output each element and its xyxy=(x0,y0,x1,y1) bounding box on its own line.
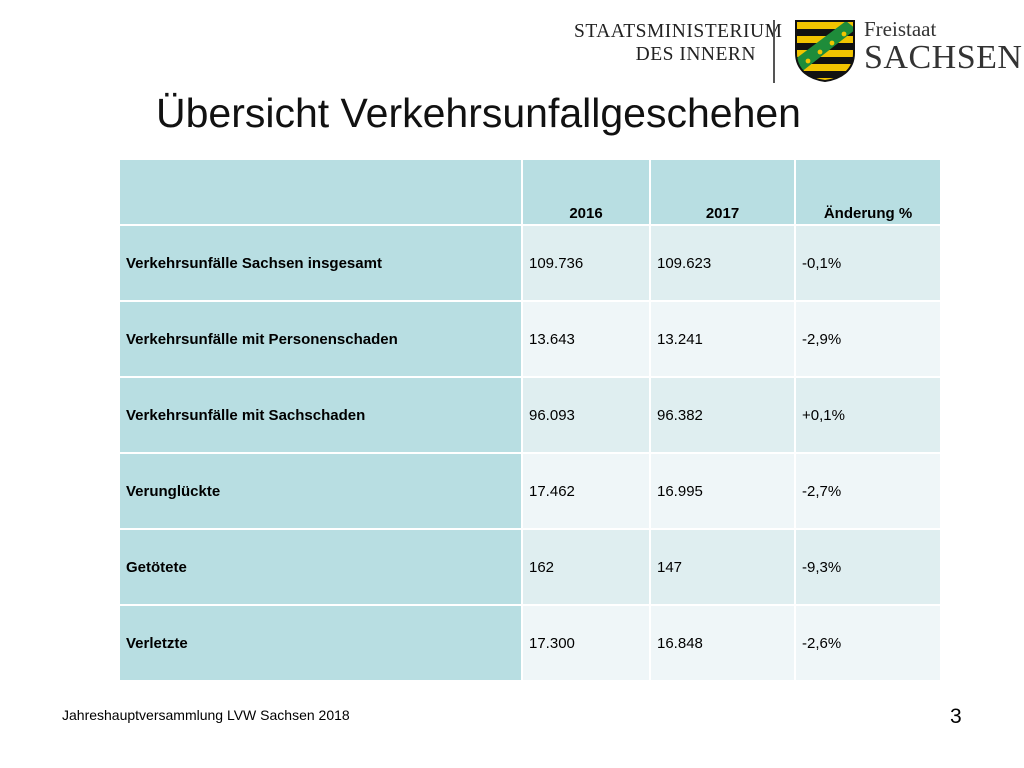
header-logo: STAATSMINISTERIUM DES INNERN Freistaat S… xyxy=(574,14,1022,88)
slide-title: Übersicht Verkehrsunfallgeschehen xyxy=(156,90,801,136)
ministry-name: STAATSMINISTERIUM DES INNERN xyxy=(574,20,783,66)
value-2016: 162 xyxy=(521,528,651,606)
value-change: -2,9% xyxy=(794,300,942,378)
value-change: +0,1% xyxy=(794,376,942,454)
value-2016: 13.643 xyxy=(521,300,651,378)
accident-table: 2016 2017 Änderung % Verkehrsunfälle Sac… xyxy=(118,158,942,682)
value-2016: 17.462 xyxy=(521,452,651,530)
saxony-crest-icon xyxy=(795,20,855,83)
row-label: Verkehrsunfälle mit Sachschaden xyxy=(118,376,523,454)
row-label: Getötete xyxy=(118,528,523,606)
value-change: -2,7% xyxy=(794,452,942,530)
table-header-row: 2016 2017 Änderung % xyxy=(118,158,942,226)
row-label: Verletzte xyxy=(118,604,523,682)
table-row: Verletzte 17.300 16.848 -2,6% xyxy=(118,604,942,682)
page-number: 3 xyxy=(950,705,962,728)
logo-divider xyxy=(773,20,775,83)
value-2016: 96.093 xyxy=(521,376,651,454)
table-row: Verkehrsunfälle mit Personenschaden 13.6… xyxy=(118,300,942,378)
value-2017: 109.623 xyxy=(649,224,796,302)
table-row: Getötete 162 147 -9,3% xyxy=(118,528,942,606)
ministry-line-1: STAATSMINISTERIUM xyxy=(574,21,783,42)
value-change: -0,1% xyxy=(794,224,942,302)
table-row: Verkehrsunfälle Sachsen insgesamt 109.73… xyxy=(118,224,942,302)
row-label: Verkehrsunfälle mit Personenschaden xyxy=(118,300,523,378)
state-line-1: Freistaat xyxy=(864,17,937,41)
table-row: Verkehrsunfälle mit Sachschaden 96.093 9… xyxy=(118,376,942,454)
table-row: Verunglückte 17.462 16.995 -2,7% xyxy=(118,452,942,530)
row-label: Verunglückte xyxy=(118,452,523,530)
state-name: Freistaat SACHSEN xyxy=(864,18,1022,76)
value-2017: 13.241 xyxy=(649,300,796,378)
column-header-label xyxy=(118,158,523,226)
column-header-2016: 2016 xyxy=(521,158,651,226)
footer-text: Jahreshauptversammlung LVW Sachsen 2018 xyxy=(62,707,350,723)
value-2017: 16.995 xyxy=(649,452,796,530)
value-2017: 147 xyxy=(649,528,796,606)
value-change: -2,6% xyxy=(794,604,942,682)
ministry-line-2: DES INNERN xyxy=(635,44,756,65)
row-label: Verkehrsunfälle Sachsen insgesamt xyxy=(118,224,523,302)
value-change: -9,3% xyxy=(794,528,942,606)
column-header-2017: 2017 xyxy=(649,158,796,226)
column-header-change: Änderung % xyxy=(794,158,942,226)
value-2016: 109.736 xyxy=(521,224,651,302)
value-2016: 17.300 xyxy=(521,604,651,682)
state-line-2: SACHSEN xyxy=(864,39,1023,76)
value-2017: 16.848 xyxy=(649,604,796,682)
value-2017: 96.382 xyxy=(649,376,796,454)
